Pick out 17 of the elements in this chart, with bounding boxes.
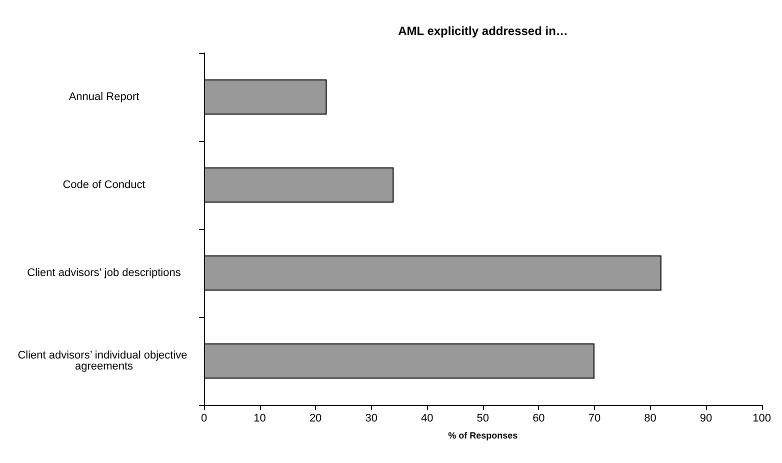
y-tick-label: Code of Conduct [62, 179, 146, 191]
chart-title: AML explicitly addressed in… [398, 24, 568, 38]
x-tick-label: 30 [365, 412, 378, 424]
x-tick-label: 10 [254, 412, 266, 424]
x-tick-label: 80 [644, 412, 656, 424]
y-tick-label: Annual Report [68, 91, 140, 103]
x-tick-label: 60 [532, 412, 545, 424]
y-tick-label: Client advisors’ individual objective agreements [18, 350, 190, 372]
x-axis-title: % of Responses [448, 430, 518, 440]
y-tick-label: Client advisors’ job descriptions [27, 267, 182, 279]
x-tick-label: 70 [588, 412, 601, 424]
x-tick-label: 50 [476, 412, 490, 424]
x-tick-label: 0 [200, 412, 208, 424]
x-tick-label: 90 [700, 412, 712, 424]
x-tick-label: 40 [421, 412, 434, 424]
x-tick-label: 20 [309, 412, 322, 424]
x-tick-label: 100 [752, 412, 772, 424]
